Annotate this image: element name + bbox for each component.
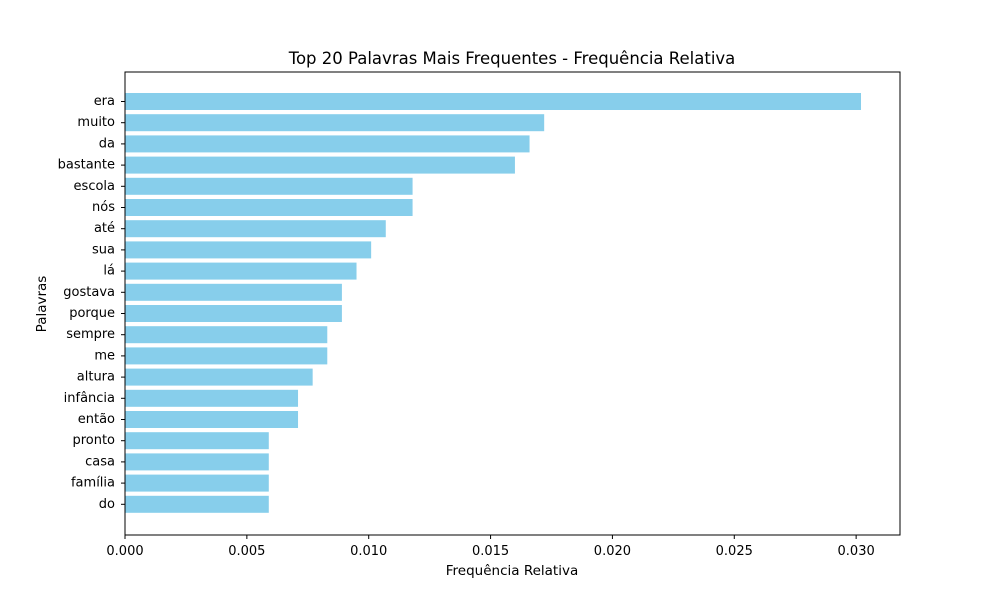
bar-porque bbox=[125, 305, 342, 322]
y-axis-label: Palavras bbox=[34, 276, 50, 333]
bar-da bbox=[125, 135, 530, 152]
y-tick-label-sempre: sempre bbox=[66, 327, 115, 342]
bar-era bbox=[125, 93, 861, 110]
bar-do bbox=[125, 496, 269, 513]
y-tick-label-nos: nós bbox=[92, 200, 115, 215]
bar-muito bbox=[125, 114, 544, 131]
bars-layer bbox=[125, 93, 861, 513]
y-tick-label-escola: escola bbox=[74, 179, 115, 194]
bar-la bbox=[125, 263, 357, 280]
y-tick-label-altura: altura bbox=[77, 370, 115, 385]
y-tick-label-gostava: gostava bbox=[63, 285, 115, 300]
y-axis-ticks: era muito da bastante escola nós até sua lá gosta… bbox=[58, 94, 125, 512]
bar-ate bbox=[125, 220, 386, 237]
bar-entao bbox=[125, 411, 298, 428]
y-tick-label-ate: até bbox=[94, 221, 115, 236]
y-tick-label-era: era bbox=[94, 94, 115, 109]
x-tick-label: 0.020 bbox=[594, 544, 631, 559]
y-tick-label-porque: porque bbox=[69, 306, 115, 321]
bar-infancia bbox=[125, 390, 298, 407]
bar-bastante bbox=[125, 157, 515, 174]
bar-familia bbox=[125, 475, 269, 492]
y-tick-label-infancia: infância bbox=[64, 391, 115, 406]
y-tick-label-da: da bbox=[99, 136, 115, 151]
y-tick-label-pronto: pronto bbox=[72, 433, 115, 448]
y-tick-label-entao: então bbox=[78, 412, 115, 427]
x-tick-label: 0.005 bbox=[228, 544, 265, 559]
y-tick-label-me: me bbox=[94, 348, 115, 363]
bar-pronto bbox=[125, 432, 269, 449]
x-axis-label: Frequência Relativa bbox=[446, 563, 578, 579]
x-tick-label: 0.015 bbox=[472, 544, 509, 559]
y-tick-label-sua: sua bbox=[92, 242, 115, 257]
bar-nos bbox=[125, 199, 413, 216]
y-tick-label-casa: casa bbox=[85, 454, 115, 469]
x-tick-label: 0.030 bbox=[838, 544, 875, 559]
y-tick-label-familia: família bbox=[71, 476, 115, 491]
x-tick-label: 0.025 bbox=[716, 544, 753, 559]
bar-escola bbox=[125, 178, 413, 195]
bar-gostava bbox=[125, 284, 342, 301]
y-tick-label-do: do bbox=[99, 497, 115, 512]
y-tick-label-bastante: bastante bbox=[58, 158, 115, 173]
x-tick-label: 0.000 bbox=[106, 544, 143, 559]
bar-me bbox=[125, 347, 327, 364]
y-tick-label-muito: muito bbox=[77, 115, 115, 130]
bar-altura bbox=[125, 369, 313, 386]
bar-sua bbox=[125, 241, 371, 258]
x-tick-label: 0.010 bbox=[350, 544, 387, 559]
y-tick-label-la: lá bbox=[103, 264, 115, 279]
bar-sempre bbox=[125, 326, 327, 343]
x-axis-ticks: 0.000 0.005 0.010 0.015 0.020 0.025 0.030 bbox=[106, 535, 874, 559]
bar-casa bbox=[125, 453, 269, 470]
chart-title: Top 20 Palavras Mais Frequentes - Frequê… bbox=[288, 49, 736, 68]
